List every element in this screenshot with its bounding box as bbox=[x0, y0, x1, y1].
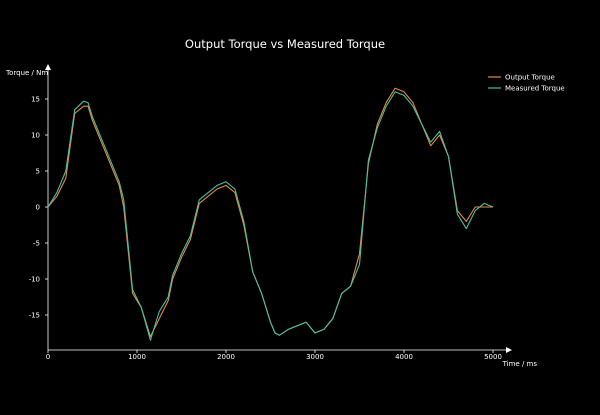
y-tick-label: 5 bbox=[36, 168, 40, 176]
chart-title: Output Torque vs Measured Torque bbox=[185, 37, 385, 51]
x-axis-title: Time / ms bbox=[502, 360, 538, 368]
y-tick-label: -15 bbox=[29, 312, 40, 320]
y-tick-label: 10 bbox=[31, 132, 40, 140]
legend-label: Output Torque bbox=[505, 74, 555, 82]
series-line-measured-torque bbox=[47, 91, 494, 341]
series-line-output-torque bbox=[47, 87, 493, 338]
legend-label: Measured Torque bbox=[505, 85, 565, 93]
x-axis-arrow-icon bbox=[506, 347, 512, 353]
y-ticks: -15 -10 -5 0 5 10 15 bbox=[29, 96, 48, 320]
x-tick-label: 0 bbox=[46, 353, 50, 361]
legend: Output Torque Measured Torque bbox=[488, 74, 565, 93]
series-lines bbox=[47, 87, 494, 341]
y-axis-arrow-icon bbox=[45, 64, 51, 70]
x-tick-label: 2000 bbox=[217, 353, 235, 361]
axes bbox=[45, 64, 512, 353]
y-axis-title: Torque / Nm bbox=[5, 69, 48, 77]
x-ticks: 0 1000 2000 3000 4000 5000 bbox=[46, 350, 502, 361]
x-tick-label: 1000 bbox=[128, 353, 146, 361]
x-tick-label: 4000 bbox=[395, 353, 413, 361]
x-tick-label: 5000 bbox=[484, 353, 502, 361]
x-tick-label: 3000 bbox=[306, 353, 324, 361]
y-tick-label: 0 bbox=[36, 204, 40, 212]
y-tick-label: -10 bbox=[29, 276, 40, 284]
y-tick-label: -5 bbox=[33, 240, 40, 248]
y-tick-label: 15 bbox=[31, 96, 40, 104]
